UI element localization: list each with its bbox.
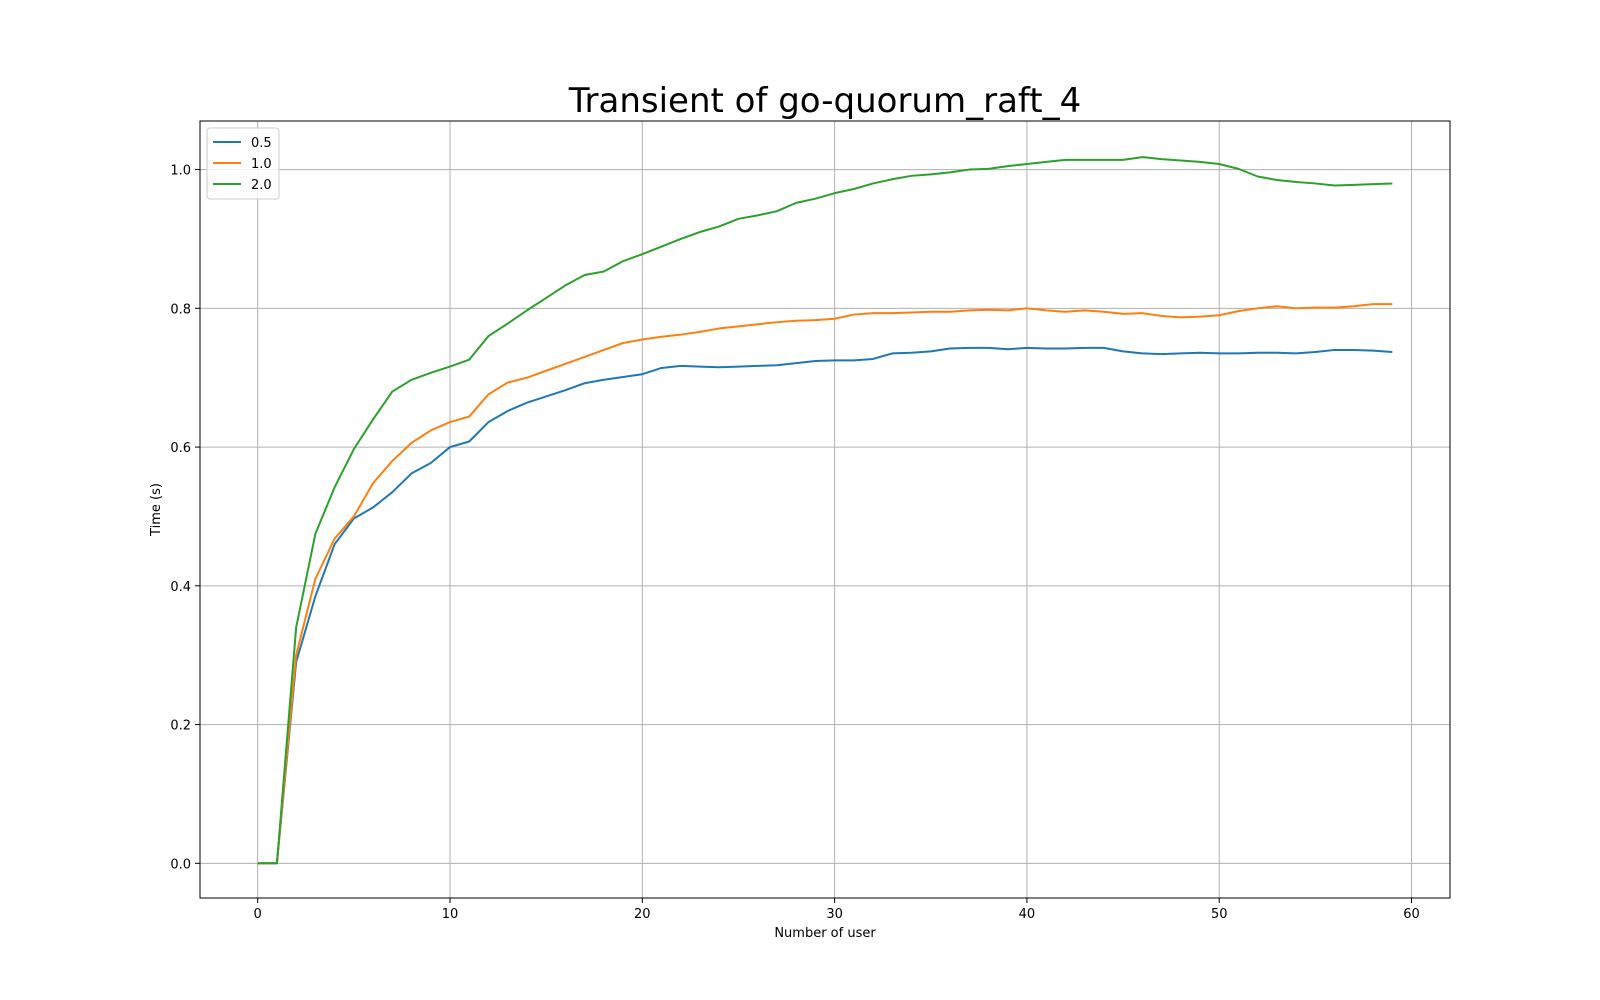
- chart-title: Transient of go-quorum_raft_4: [568, 81, 1082, 121]
- legend: 0.5 1.0 2.0: [206, 127, 280, 200]
- y-axis-label: Time (s): [149, 483, 164, 537]
- grid-layer: [200, 121, 1450, 898]
- series-line-0-5: [257, 346, 1393, 865]
- y-tick-label: 0.8: [170, 302, 191, 317]
- series-line-1-0: [257, 303, 1393, 865]
- x-tick-label: 50: [1211, 907, 1228, 922]
- y-tick-label: 0.6: [170, 441, 191, 456]
- ticks-layer: 0 10 20 30 40 50 60 0.0 0.2 0.4 0.6 0.8 1.0: [170, 164, 1419, 922]
- series-layer: [257, 156, 1393, 865]
- x-axis-label: Number of user: [774, 926, 876, 941]
- legend-label: 2.0: [251, 178, 272, 193]
- x-tick-label: 60: [1403, 907, 1420, 922]
- x-tick-label: 30: [826, 907, 843, 922]
- y-tick-label: 0.4: [170, 580, 191, 595]
- x-tick-label: 10: [442, 907, 459, 922]
- y-tick-label: 1.0: [170, 164, 191, 179]
- plot-frame: [199, 120, 1451, 899]
- x-tick-label: 0: [254, 907, 262, 922]
- series-line-2-0: [257, 156, 1393, 865]
- y-tick-label: 0.0: [170, 857, 191, 872]
- legend-box: [206, 127, 280, 200]
- x-tick-label: 20: [634, 907, 651, 922]
- x-tick-label: 40: [1019, 907, 1036, 922]
- legend-label: 0.5: [251, 136, 272, 151]
- legend-label: 1.0: [251, 157, 272, 172]
- y-tick-label: 0.2: [170, 719, 191, 734]
